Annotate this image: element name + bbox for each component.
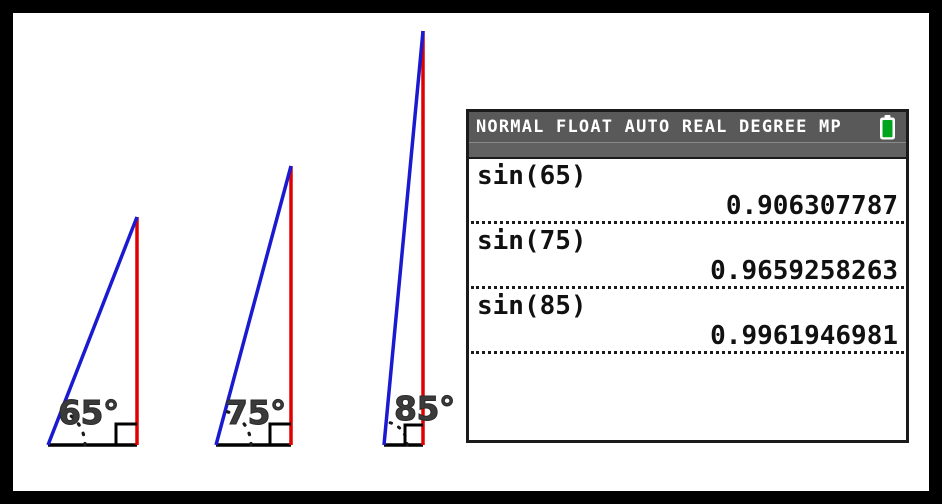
triangle-85 (382, 30, 425, 447)
triangle-85-right-angle-marker (403, 423, 423, 445)
triangles-figure (46, 30, 425, 447)
battery-full-icon (880, 115, 895, 140)
calculator-entry[interactable]: sin(65) 0.906307787 (469, 159, 906, 225)
triangle-85-angle-label: 85° (394, 389, 456, 428)
calculator-mode-text: NORMAL FLOAT AUTO REAL DEGREE MP (476, 117, 842, 137)
calculator-history: sin(65) 0.906307787 sin(75) 0.9659258263… (469, 159, 906, 355)
calculator-result: 0.9961946981 (710, 321, 898, 352)
triangle-75-right-angle-marker (268, 422, 291, 445)
triangle-75-hypotenuse (214, 165, 293, 446)
triangle-85-hypotenuse (382, 30, 425, 446)
calculator-expression: sin(85) (477, 291, 587, 322)
calculator-status-bar-underline (469, 143, 906, 159)
triangle-65-right-angle-marker (114, 422, 137, 445)
calculator-screen: NORMAL FLOAT AUTO REAL DEGREE MP sin(65)… (466, 109, 909, 443)
triangle-65-hypotenuse (46, 216, 139, 446)
calculator-entry[interactable]: sin(85) 0.9961946981 (469, 289, 906, 355)
triangle-75 (214, 165, 293, 447)
triangle-75-angle-arc (223, 409, 253, 447)
triangle-65 (46, 216, 139, 447)
triangle-65-angle-arc (62, 409, 87, 447)
calculator-entry[interactable]: sin(75) 0.9659258263 (469, 224, 906, 290)
calculator-result: 0.9659258263 (710, 256, 898, 287)
calculator-expression: sin(65) (477, 161, 587, 191)
calculator-result: 0.906307787 (725, 191, 898, 222)
calculator-expression: sin(75) (477, 226, 587, 257)
triangle-65-angle-label: 65° (58, 393, 120, 432)
calculator-entry-divider (471, 286, 904, 290)
calculator-status-bar: NORMAL FLOAT AUTO REAL DEGREE MP (469, 112, 906, 143)
triangle-75-angle-label: 75° (225, 393, 287, 432)
calculator-entry-divider (471, 221, 904, 225)
diagram-canvas: 65° 75° 85° NORMAL FLOAT AUTO REAL DEGRE… (13, 13, 929, 491)
triangle-85-angle-arc (384, 420, 409, 447)
calculator-entry-divider (471, 351, 904, 355)
